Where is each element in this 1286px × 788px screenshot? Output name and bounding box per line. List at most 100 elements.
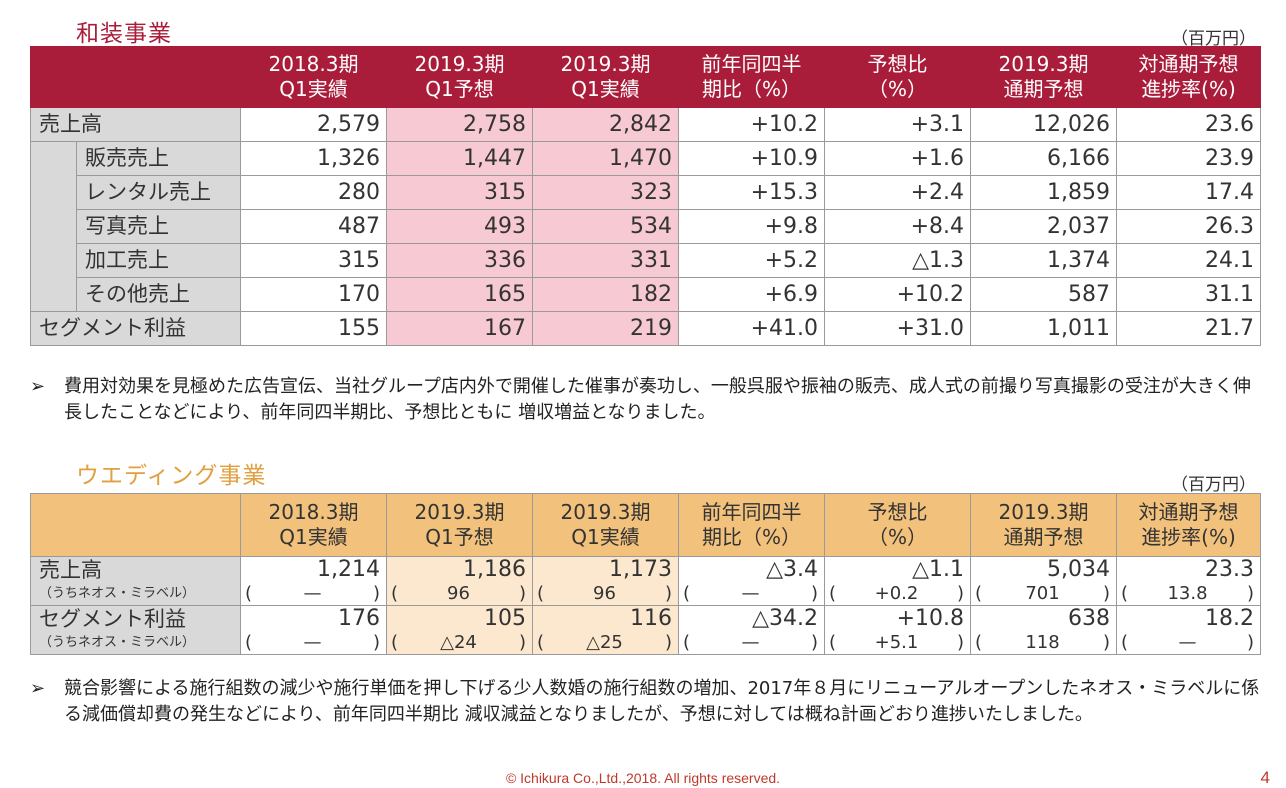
table-row: セグメント利益 176 105 116 △34.2 +10.8 638 18.2 xyxy=(30,605,1261,632)
cell-value: 2,758 xyxy=(386,107,533,142)
cell-subvalue: (—) xyxy=(240,583,387,606)
row-label: セグメント利益 xyxy=(30,311,241,346)
section2-unit: （百万円） xyxy=(1171,475,1256,495)
table-row: 加工売上 315 336 331 +5.2 △1.3 1,374 24.1 xyxy=(30,243,1261,278)
cell-value: +8.4 xyxy=(824,209,971,244)
cell-subvalue: (—) xyxy=(240,632,387,655)
cell-value: △3.4 xyxy=(678,556,825,583)
row-label: 売上高 xyxy=(30,107,241,142)
cell-value: 1,326 xyxy=(240,141,387,176)
column-header: 対通期予想 進捗率(%) xyxy=(1116,46,1261,108)
row-label: 加工売上 xyxy=(76,243,241,278)
bullet-arrow-icon: ➢ xyxy=(30,678,46,699)
cell-value: 155 xyxy=(240,311,387,346)
cell-value: 12,026 xyxy=(970,107,1117,142)
header-corner xyxy=(30,46,241,108)
section2-note-text: 競合影響による施行組数の減少や施行単価を押し下げる少人数婚の施行組数の増加、20… xyxy=(64,678,1260,725)
indent-cell xyxy=(30,141,77,176)
cell-value: △1.3 xyxy=(824,243,971,278)
page-number: 4 xyxy=(1260,768,1270,787)
cell-value: 24.1 xyxy=(1116,243,1261,278)
table-row: 写真売上 487 493 534 +9.8 +8.4 2,037 26.3 xyxy=(30,209,1261,244)
section2-title: ウエディング事業 xyxy=(76,463,267,489)
cell-subvalue: (—) xyxy=(678,583,825,606)
column-header: 予想比 （%） xyxy=(824,493,971,557)
cell-value: 170 xyxy=(240,277,387,312)
cell-subvalue: (96) xyxy=(386,583,533,606)
table-subrow: （うちネオス・ミラベル）(—)(96)(96)(—)(+0.2)(701)(13… xyxy=(30,583,1261,606)
cell-value: +6.9 xyxy=(678,277,825,312)
cell-value: 23.9 xyxy=(1116,141,1261,176)
cell-value: △1.1 xyxy=(824,556,971,583)
row-label: 販売売上 xyxy=(76,141,241,176)
cell-value: +41.0 xyxy=(678,311,825,346)
indent-cell xyxy=(30,209,77,244)
cell-value: 331 xyxy=(532,243,679,278)
cell-value: +10.9 xyxy=(678,141,825,176)
cell-value: 18.2 xyxy=(1116,605,1261,632)
table-row: レンタル売上 280 315 323 +15.3 +2.4 1,859 17.4 xyxy=(30,175,1261,210)
cell-value: +5.2 xyxy=(678,243,825,278)
column-header: 前年同四半 期比（%） xyxy=(678,46,825,108)
section2-note: ➢ 競合影響による施行組数の減少や施行単価を押し下げる少人数婚の施行組数の増加、… xyxy=(30,676,1260,728)
cell-value: 1,470 xyxy=(532,141,679,176)
cell-subvalue: (—) xyxy=(678,632,825,655)
cell-value: +31.0 xyxy=(824,311,971,346)
cell-value: 1,374 xyxy=(970,243,1117,278)
cell-value: 167 xyxy=(386,311,533,346)
cell-value: +10.2 xyxy=(678,107,825,142)
indent-cell xyxy=(30,277,77,312)
cell-value: 534 xyxy=(532,209,679,244)
cell-value: 1,186 xyxy=(386,556,533,583)
cell-value: 315 xyxy=(240,243,387,278)
wedding-table: 2018.3期 Q1実績 2019.3期 Q1予想 2019.3期 Q1実績 前年同四… xyxy=(30,493,1261,655)
row-label: その他売上 xyxy=(76,277,241,312)
row-label: セグメント利益 xyxy=(30,605,241,632)
table-subrow: （うちネオス・ミラベル）(—)(△24)(△25)(—)(+5.1)(118)(… xyxy=(30,632,1261,655)
cell-value: 323 xyxy=(532,175,679,210)
row-sublabel: （うちネオス・ミラベル） xyxy=(30,583,241,606)
header-corner xyxy=(30,493,241,557)
section1-unit: （百万円） xyxy=(1171,29,1256,49)
column-header: 2019.3期 Q1予想 xyxy=(386,46,533,108)
cell-value: 17.4 xyxy=(1116,175,1261,210)
cell-value: 487 xyxy=(240,209,387,244)
cell-subvalue: (13.8) xyxy=(1116,583,1261,606)
cell-value: +10.8 xyxy=(824,605,971,632)
column-header: 2019.3期 通期予想 xyxy=(970,493,1117,557)
cell-value: 2,037 xyxy=(970,209,1117,244)
cell-subvalue: (701) xyxy=(970,583,1117,606)
cell-value: 2,842 xyxy=(532,107,679,142)
cell-value: 1,859 xyxy=(970,175,1117,210)
cell-value: 23.6 xyxy=(1116,107,1261,142)
cell-value: 280 xyxy=(240,175,387,210)
column-header: 前年同四半 期比（%） xyxy=(678,493,825,557)
column-header: 対通期予想 進捗率(%) xyxy=(1116,493,1261,557)
table-row: 販売売上 1,326 1,447 1,470 +10.9 +1.6 6,166 23.9 xyxy=(30,141,1261,176)
section1-title: 和装事業 xyxy=(76,21,172,47)
table-row: セグメント利益 155 167 219 +41.0 +31.0 1,011 21.7 xyxy=(30,311,1261,346)
cell-value: 21.7 xyxy=(1116,311,1261,346)
cell-subvalue: (96) xyxy=(532,583,679,606)
copyright-footer: © Ichikura Co.,Ltd.,2018. All rights res… xyxy=(505,770,781,786)
cell-value: 315 xyxy=(386,175,533,210)
cell-subvalue: (△24) xyxy=(386,632,533,655)
row-label: 写真売上 xyxy=(76,209,241,244)
cell-value: 1,214 xyxy=(240,556,387,583)
indent-cell xyxy=(30,175,77,210)
cell-subvalue: (—) xyxy=(1116,632,1261,655)
cell-value: +9.8 xyxy=(678,209,825,244)
column-header: 2018.3期 Q1実績 xyxy=(240,46,387,108)
column-header: 2019.3期 Q1実績 xyxy=(532,493,679,557)
column-header: 2019.3期 Q1予想 xyxy=(386,493,533,557)
cell-value: +15.3 xyxy=(678,175,825,210)
cell-value: +3.1 xyxy=(824,107,971,142)
cell-value: 1,447 xyxy=(386,141,533,176)
cell-value: 2,579 xyxy=(240,107,387,142)
row-label: レンタル売上 xyxy=(76,175,241,210)
cell-value: 493 xyxy=(386,209,533,244)
cell-value: 116 xyxy=(532,605,679,632)
column-header: 2018.3期 Q1実績 xyxy=(240,493,387,557)
bullet-arrow-icon: ➢ xyxy=(30,376,46,397)
cell-value: 336 xyxy=(386,243,533,278)
